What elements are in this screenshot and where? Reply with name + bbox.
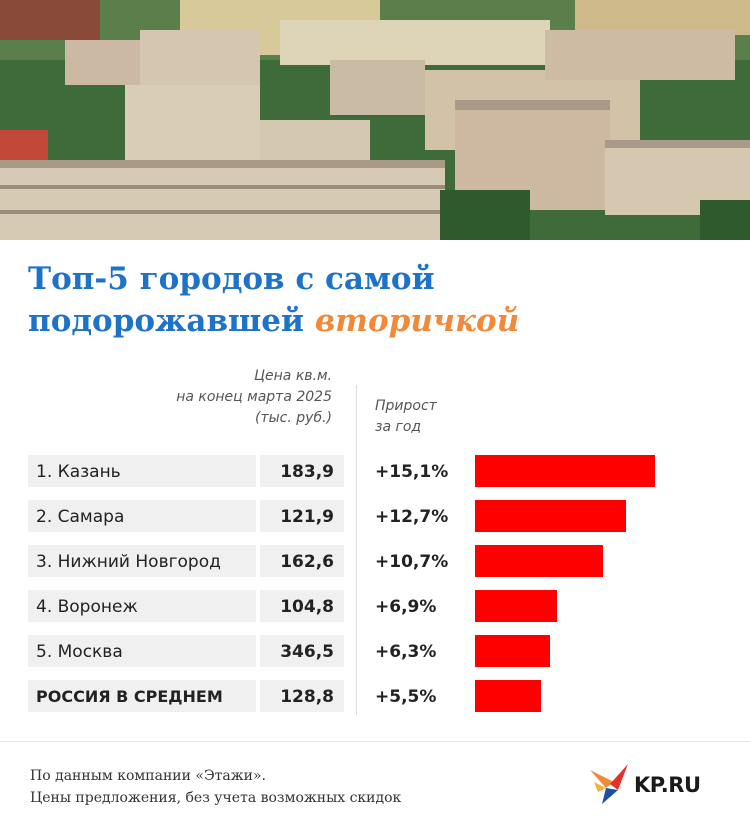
column-divider xyxy=(356,385,357,715)
growth-bar xyxy=(475,545,603,577)
price-value: 346,5 xyxy=(280,642,334,662)
price-cell: 162,6 xyxy=(260,545,344,577)
city-buildings-image xyxy=(0,0,750,240)
price-value: 183,9 xyxy=(280,462,334,482)
price-cell: 104,8 xyxy=(260,590,344,622)
price-header-line-2: на конец марта 2025 xyxy=(176,389,332,405)
growth-label: +15,1% xyxy=(375,462,449,482)
city-name-cell: 2. Самара xyxy=(28,500,256,532)
header-photo-city xyxy=(0,0,750,240)
chart-row: 5. Москва 346,5 +6,3% xyxy=(28,635,728,669)
growth-bar xyxy=(475,500,626,532)
city-name: 1. Казань xyxy=(36,462,121,482)
price-cell: 121,9 xyxy=(260,500,344,532)
title-line-2: подорожавшей xyxy=(28,303,305,339)
growth-label: +12,7% xyxy=(375,507,449,527)
city-name-cell: 3. Нижний Новгород xyxy=(28,545,256,577)
price-value: 128,8 xyxy=(280,687,334,707)
title-line-1: Топ-5 городов с самой xyxy=(28,261,435,297)
city-name-cell: 5. Москва xyxy=(28,635,256,667)
chart-row: 4. Воронеж 104,8 +6,9% xyxy=(28,590,728,624)
growth-bar xyxy=(475,635,550,667)
growth-bar xyxy=(475,680,541,712)
city-name: 5. Москва xyxy=(36,642,123,662)
footer-divider xyxy=(0,741,750,742)
source-note: По данным компании «Этажи». Цены предлож… xyxy=(30,765,401,809)
city-name-cell: 1. Казань xyxy=(28,455,256,487)
growth-bar xyxy=(475,455,655,487)
price-value: 104,8 xyxy=(280,597,334,617)
chart-row: 2. Самара 121,9 +12,7% xyxy=(28,500,728,534)
city-name: 4. Воронеж xyxy=(36,597,138,617)
growth-header-line-1: Прирост xyxy=(375,398,437,414)
growth-label: +10,7% xyxy=(375,552,449,572)
price-cell: 128,8 xyxy=(260,680,344,712)
title-accent-word: вторичкой xyxy=(314,303,520,339)
chart-row: 3. Нижний Новгород 162,6 +10,7% xyxy=(28,545,728,579)
growth-label: +5,5% xyxy=(375,687,437,707)
price-cell: 346,5 xyxy=(260,635,344,667)
price-header-line-3: (тыс. руб.) xyxy=(255,410,332,426)
chart-row: 1. Казань 183,9 +15,1% xyxy=(28,455,728,489)
growth-bar xyxy=(475,590,557,622)
price-column-header: Цена кв.м. на конец марта 2025 (тыс. руб… xyxy=(112,366,332,429)
price-cell: 183,9 xyxy=(260,455,344,487)
kp-logo: KP.RU xyxy=(588,762,728,806)
source-line-2: Цены предложения, без учета возможных ск… xyxy=(30,790,402,806)
city-name: 2. Самара xyxy=(36,507,125,527)
growth-column-header: Прирост за год xyxy=(375,396,495,438)
logo-text: KP.RU xyxy=(634,773,701,797)
growth-label: +6,9% xyxy=(375,597,437,617)
growth-label: +6,3% xyxy=(375,642,437,662)
city-name-cell: РОССИЯ В СРЕДНЕМ xyxy=(28,680,256,712)
chart-row: РОССИЯ В СРЕДНЕМ 128,8 +5,5% xyxy=(28,680,728,714)
growth-header-line-2: за год xyxy=(375,419,422,435)
source-line-1: По данным компании «Этажи». xyxy=(30,768,266,784)
price-value: 162,6 xyxy=(280,552,334,572)
city-name: РОССИЯ В СРЕДНЕМ xyxy=(36,687,223,706)
price-header-line-1: Цена кв.м. xyxy=(254,368,332,384)
price-value: 121,9 xyxy=(280,507,334,527)
chart-title: Топ-5 городов с самой подорожавшей втори… xyxy=(28,258,519,342)
city-name: 3. Нижний Новгород xyxy=(36,552,221,572)
city-name-cell: 4. Воронеж xyxy=(28,590,256,622)
kp-bird-icon xyxy=(590,764,628,804)
